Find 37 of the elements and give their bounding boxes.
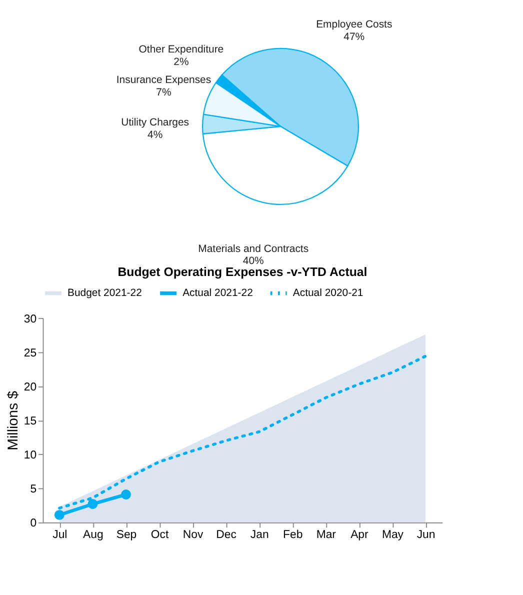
slice-label: Materials and Contracts [198,244,309,255]
y-tick-label: 0 [30,518,37,530]
x-tick-label: Jul [52,529,68,542]
y-axis-title: Millions $ [5,390,22,450]
legend-label: Budget 2021-22 [68,288,142,300]
slice-label: Employee Costs [316,20,392,31]
point [121,490,131,500]
x-tick-label: Sep [116,529,137,542]
slice-label: Insurance Expenses [116,75,212,86]
x-tick-label: Feb [283,529,303,542]
data-label: 2% [174,56,189,68]
y-tick-label: 25 [24,347,37,360]
x-tick-label: Mar [316,529,336,542]
y-tick-label: 5 [30,484,37,496]
x-tick-label: Apr [350,529,369,542]
y-tick-label: 20 [24,381,37,394]
x-tick-label: Aug [83,529,104,542]
x-tick-label: Dec [216,529,237,542]
x-tick-label: Oct [150,529,170,542]
legend-label: Actual 2020-21 [292,288,364,300]
x-tick-label: Jun [416,529,436,542]
slice-label: Other Expenditure [138,44,224,56]
x-tick-label: May [382,529,404,542]
point [88,499,98,510]
y-tick-label: 15 [24,415,37,428]
point [54,510,64,520]
slice-label: Utility Charges [121,118,190,129]
data-label: 40% [242,256,264,268]
data-label: 4% [148,130,163,141]
x-tick-label: Jan [250,529,269,542]
data-label: 7% [156,88,172,99]
chart-title: Budget Operating Expenses -v-YTD Actual [118,265,368,280]
data-label: 47% [344,32,365,43]
y-tick-label: 10 [24,450,37,462]
x-tick-label: Nov [182,529,204,542]
y-tick-label: 30 [24,313,37,326]
legend-label: Actual 2021-22 [182,288,254,300]
